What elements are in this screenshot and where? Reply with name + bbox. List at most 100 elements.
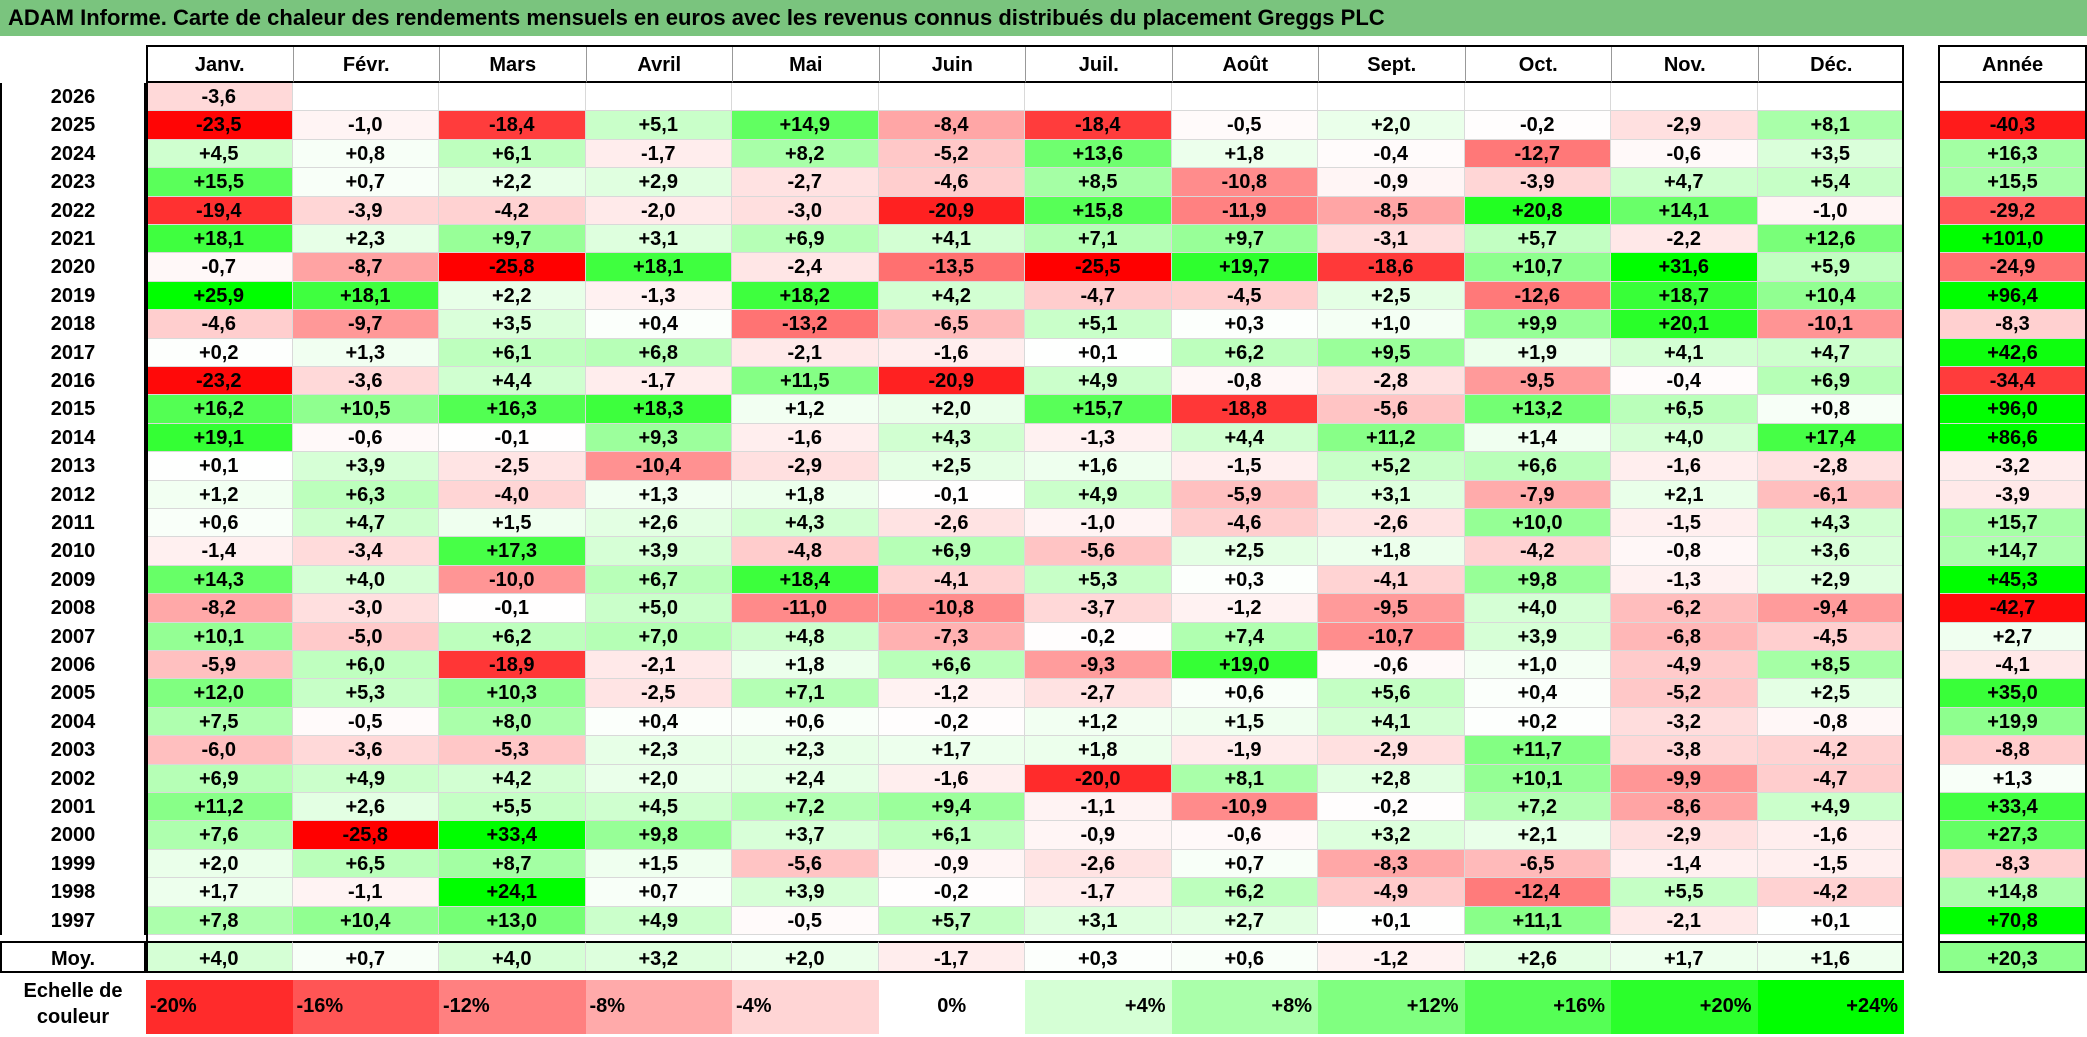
heatmap-cell: -7,9 xyxy=(1464,480,1611,509)
heatmap-cell: +0,6 xyxy=(146,509,293,538)
heatmap-cell xyxy=(1025,83,1172,112)
heatmap-cell: +2,3 xyxy=(732,736,879,765)
heatmap-cell: -8,6 xyxy=(1611,793,1758,822)
heatmap-cell: +6,6 xyxy=(878,651,1025,680)
heatmap-cell: -3,1 xyxy=(1318,225,1465,254)
year-label: 2026 xyxy=(0,83,146,112)
heatmap-cell xyxy=(439,83,586,112)
heatmap-cell: -10,7 xyxy=(1318,622,1465,651)
heatmap-cell: +7,1 xyxy=(1025,225,1172,254)
heatmap-cell: +8,1 xyxy=(1757,111,1904,140)
heatmap-cell: -1,2 xyxy=(1171,594,1318,623)
heatmap-cell: +6,9 xyxy=(732,225,879,254)
heatmap-cell: +2,0 xyxy=(878,395,1025,424)
annual-cell: -8,3 xyxy=(1938,849,2087,879)
heatmap-cell: +5,7 xyxy=(1464,225,1611,254)
heatmap-cell: +7,8 xyxy=(146,906,293,935)
heatmap-cell: +19,1 xyxy=(146,423,293,453)
heatmap-cell: -2,7 xyxy=(1025,679,1172,708)
heatmap-cell xyxy=(1464,83,1611,112)
heatmap-cell: +10,1 xyxy=(146,622,293,651)
heatmap-cell: -1,2 xyxy=(878,679,1025,708)
month-header: Oct. xyxy=(1464,45,1611,83)
year-label: 2012 xyxy=(0,480,146,509)
month-header: Nov. xyxy=(1611,45,1758,83)
heatmap-cell: +4,1 xyxy=(878,225,1025,254)
year-label: 2024 xyxy=(0,139,146,169)
heatmap-cell: -1,3 xyxy=(1611,565,1758,595)
heatmap-cell: +2,5 xyxy=(1757,679,1904,708)
year-label: 2016 xyxy=(0,367,146,396)
year-label: 2001 xyxy=(0,793,146,822)
heatmap-cell xyxy=(878,83,1025,112)
heatmap-cell: -25,5 xyxy=(1025,253,1172,282)
heatmap-cell: +1,8 xyxy=(1025,736,1172,765)
heatmap-cell: -0,8 xyxy=(1757,707,1904,737)
heatmap-cell: +4,1 xyxy=(1611,338,1758,367)
heatmap-cell: +20,8 xyxy=(1464,196,1611,225)
heatmap-cell: -1,0 xyxy=(1757,196,1904,225)
heatmap-cell: -8,3 xyxy=(1318,849,1465,879)
heatmap-cell: -2,1 xyxy=(585,651,732,680)
heatmap-cell: +9,7 xyxy=(1171,225,1318,254)
month-header: Déc. xyxy=(1757,45,1904,83)
heatmap-cell: +1,7 xyxy=(878,736,1025,765)
heatmap-cell: -0,5 xyxy=(292,707,439,737)
heatmap-cell xyxy=(1757,83,1904,112)
heatmap-cell: +11,5 xyxy=(732,367,879,396)
heatmap-cell: +6,1 xyxy=(878,821,1025,850)
average-cell: +3,2 xyxy=(585,941,732,973)
heatmap-cell: +0,7 xyxy=(1171,849,1318,879)
heatmap-cell: -5,3 xyxy=(439,736,586,765)
heatmap-cell: -2,7 xyxy=(732,168,879,197)
heatmap-cell: +0,6 xyxy=(732,707,879,737)
heatmap-cell: +4,3 xyxy=(1757,509,1904,538)
heatmap-cell: +1,8 xyxy=(1171,139,1318,169)
heatmap-cell: +4,1 xyxy=(1318,707,1465,737)
heatmap-cell: +31,6 xyxy=(1611,253,1758,282)
annual-cell: +14,8 xyxy=(1938,878,2087,907)
heatmap-cell: -12,7 xyxy=(1464,139,1611,169)
heatmap-cell: +2,5 xyxy=(1318,281,1465,311)
heatmap-cell: -10,8 xyxy=(1171,168,1318,197)
heatmap-cell: +18,7 xyxy=(1611,281,1758,311)
year-label: 2010 xyxy=(0,537,146,566)
month-header: Févr. xyxy=(292,45,439,83)
heatmap-cell xyxy=(1318,83,1465,112)
annual-cell: +96,4 xyxy=(1938,281,2087,311)
heatmap-cell: -0,4 xyxy=(1611,367,1758,396)
heatmap-cell: -12,4 xyxy=(1464,878,1611,907)
heatmap-cell: +14,3 xyxy=(146,565,293,595)
heatmap-cell: -0,2 xyxy=(878,707,1025,737)
heatmap-cell: -11,9 xyxy=(1171,196,1318,225)
heatmap-cell: +3,1 xyxy=(585,225,732,254)
average-cell: +0,7 xyxy=(292,941,439,973)
heatmap-cell: -1,4 xyxy=(1611,849,1758,879)
heatmap-cell: -1,4 xyxy=(146,537,293,566)
heatmap-cell: +0,7 xyxy=(585,878,732,907)
heatmap-cell: -0,5 xyxy=(1171,111,1318,140)
heatmap-cell: +0,1 xyxy=(146,452,293,481)
heatmap-cell: -6,8 xyxy=(1611,622,1758,651)
heatmap-cell: -5,9 xyxy=(146,651,293,680)
heatmap-cell: +15,7 xyxy=(1025,395,1172,424)
heatmap-cell: -2,6 xyxy=(878,509,1025,538)
heatmap-cell xyxy=(1611,83,1758,112)
heatmap-cell: +1,5 xyxy=(1171,707,1318,737)
color-scale-label: Echelle de couleur xyxy=(23,980,123,1028)
heatmap-cell: +1,6 xyxy=(1025,452,1172,481)
heatmap-cell: -1,5 xyxy=(1611,509,1758,538)
heatmap-cell: +6,5 xyxy=(292,849,439,879)
heatmap-cell: -2,6 xyxy=(1318,509,1465,538)
heatmap-cell: +9,8 xyxy=(585,821,732,850)
heatmap-cell: -9,9 xyxy=(1611,764,1758,793)
heatmap-cell: -1,6 xyxy=(1757,821,1904,850)
heatmap-cell: +2,9 xyxy=(1757,565,1904,595)
heatmap-cell: -18,4 xyxy=(1025,111,1172,140)
heatmap-cell: -4,5 xyxy=(1171,281,1318,311)
heatmap-cell: +4,0 xyxy=(1611,423,1758,453)
heatmap-cell: +1,5 xyxy=(439,509,586,538)
heatmap-cell: -0,2 xyxy=(1464,111,1611,140)
heatmap-cell: +9,8 xyxy=(1464,565,1611,595)
heatmap-cell: -8,7 xyxy=(292,253,439,282)
